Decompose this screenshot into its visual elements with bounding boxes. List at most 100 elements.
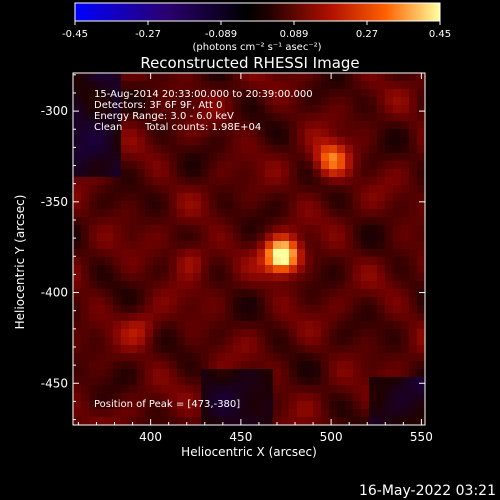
heatmap-cell (105, 129, 114, 138)
heatmap-cell (321, 241, 330, 250)
heatmap-cell (193, 89, 202, 98)
heatmap-cell (209, 137, 218, 146)
heatmap-cell (289, 73, 298, 82)
heatmap-cell (241, 369, 250, 378)
heatmap-cell (153, 89, 162, 98)
heatmap-cell (225, 265, 234, 274)
heatmap-cell (193, 121, 202, 130)
heatmap-cell (201, 73, 210, 82)
heatmap-cell (97, 89, 106, 98)
heatmap-cell (121, 265, 130, 274)
heatmap-cell (305, 385, 314, 394)
heatmap-cell (377, 217, 386, 226)
heatmap-cell (361, 193, 370, 202)
heatmap-cell (201, 161, 210, 170)
heatmap-cell (209, 97, 218, 106)
heatmap-cell (281, 257, 290, 266)
heatmap-cell (121, 137, 130, 146)
heatmap-cell (209, 113, 218, 122)
heatmap-cell (249, 209, 258, 218)
heatmap-cell (353, 153, 362, 162)
heatmap-cell (161, 289, 170, 298)
heatmap-cell (273, 89, 282, 98)
heatmap-cell (233, 257, 242, 266)
heatmap-cell (81, 265, 90, 274)
heatmap-cell (121, 193, 130, 202)
heatmap-cell (305, 329, 314, 338)
heatmap-cell (105, 265, 114, 274)
heatmap-cell (257, 233, 266, 242)
heatmap-cell (353, 121, 362, 130)
heatmap-cell (113, 209, 122, 218)
heatmap-cell (113, 169, 122, 178)
heatmap-cell (217, 321, 226, 330)
heatmap-cell (217, 265, 226, 274)
y-tick-label: -300 (41, 104, 68, 118)
heatmap-cell (73, 129, 82, 138)
heatmap-cell (297, 369, 306, 378)
heatmap-cell (161, 281, 170, 290)
heatmap-cell (329, 193, 338, 202)
heatmap-cell (129, 353, 138, 362)
heatmap-cell (185, 113, 194, 122)
heatmap-cell (273, 169, 282, 178)
heatmap-cell (121, 329, 130, 338)
heatmap-cell (89, 345, 98, 354)
heatmap-cell (81, 385, 90, 394)
heatmap-cell (377, 273, 386, 282)
heatmap-cell (393, 185, 402, 194)
heatmap-cell (417, 81, 426, 90)
heatmap-cell (369, 273, 378, 282)
heatmap-cell (289, 313, 298, 322)
heatmap-cell (225, 73, 234, 82)
heatmap-cell (97, 329, 106, 338)
heatmap-cell (129, 361, 138, 370)
heatmap-cell (265, 385, 274, 394)
heatmap-cell (281, 233, 290, 242)
heatmap-cell (417, 321, 426, 330)
heatmap-cell (225, 153, 234, 162)
heatmap-cell (233, 313, 242, 322)
heatmap-cell (73, 273, 82, 282)
time-range-annotation: 15-Aug-2014 20:33:00.000 to 20:39:00.000 (94, 89, 313, 100)
heatmap-cell (209, 321, 218, 330)
heatmap-cell (265, 185, 274, 194)
heatmap-cell (385, 185, 394, 194)
heatmap-cell (249, 321, 258, 330)
heatmap-cell (417, 225, 426, 234)
heatmap-cell (161, 409, 170, 418)
heatmap-cell (281, 153, 290, 162)
heatmap-cell (121, 233, 130, 242)
heatmap-cell (409, 345, 418, 354)
heatmap-cell (129, 393, 138, 402)
heatmap-cell (409, 305, 418, 314)
heatmap-cell (193, 105, 202, 114)
heatmap-cell (225, 97, 234, 106)
heatmap-cell (145, 321, 154, 330)
heatmap-cell (113, 145, 122, 154)
heatmap-cell (153, 409, 162, 418)
heatmap-cell (97, 217, 106, 226)
heatmap-cell (201, 361, 210, 370)
heatmap-cell (329, 129, 338, 138)
heatmap-cell (153, 97, 162, 106)
heatmap-cell (345, 129, 354, 138)
heatmap-cell (281, 225, 290, 234)
heatmap-cell (377, 81, 386, 90)
heatmap-cell (265, 289, 274, 298)
heatmap-cell (321, 393, 330, 402)
heatmap-cell (305, 97, 314, 106)
heatmap-cell (89, 353, 98, 362)
heatmap-cell (121, 169, 130, 178)
heatmap-cell (353, 361, 362, 370)
heatmap-cell (113, 105, 122, 114)
heatmap-cell (249, 97, 258, 106)
heatmap-cell (305, 417, 314, 426)
heatmap-cell (169, 73, 178, 82)
heatmap-cell (145, 161, 154, 170)
heatmap-cell (289, 257, 298, 266)
heatmap-cell (401, 225, 410, 234)
heatmap-cell (121, 73, 130, 82)
heatmap-cell (153, 153, 162, 162)
heatmap-cell (97, 417, 106, 426)
